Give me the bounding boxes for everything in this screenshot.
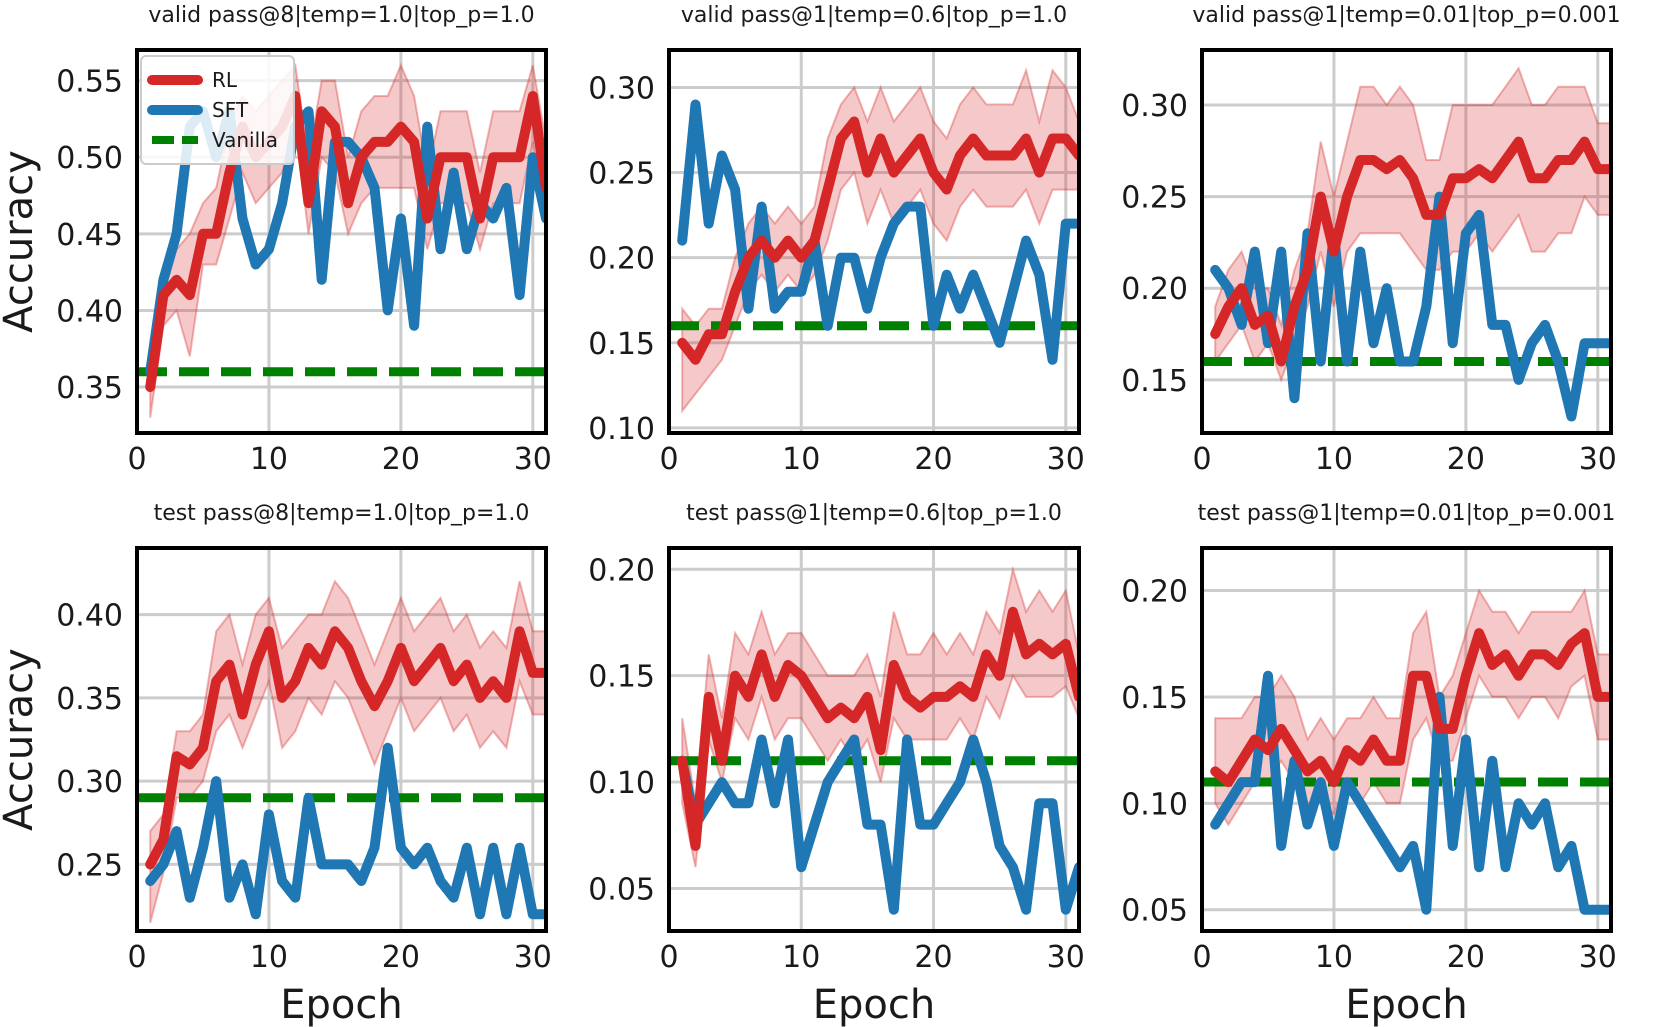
y-tick-label: 0.35 [56, 371, 123, 406]
sft-line [677, 99, 1079, 365]
rl-line [1210, 136, 1611, 367]
x-tick-label: 0 [659, 442, 678, 477]
x-tick-label: 30 [1047, 442, 1085, 477]
x-axis-label: Epoch [813, 982, 935, 1027]
y-tick-label: 0.20 [588, 553, 655, 588]
y-axis-label: Accuracy [0, 648, 42, 831]
x-tick-label: 20 [382, 442, 420, 477]
legend-label-vanilla: Vanilla [212, 128, 278, 152]
y-tick-label: 0.30 [1121, 89, 1188, 124]
y-tick-label: 0.40 [56, 599, 123, 634]
x-tick-label: 0 [1192, 442, 1211, 477]
x-tick-label: 0 [127, 940, 146, 975]
panel-2: 0 10 20 30 0.10 0.15 0.20 0.25 0.30 valid pass@1|… [588, 3, 1085, 477]
plot-area [669, 67, 1079, 414]
y-tick-label: 0.20 [588, 242, 655, 277]
y-tick-label: 0.15 [588, 660, 655, 695]
panel-4: 0 10 20 30 0.25 0.30 0.35 0.40 test pass@8|temp=… [0, 501, 552, 1027]
x-tick-label: 0 [659, 940, 678, 975]
sft-line [677, 734, 1079, 915]
y-tick-label: 0.40 [56, 294, 123, 329]
panel-5: 0 10 20 30 0.05 0.10 0.15 0.20 test pass@1|temp=… [588, 501, 1085, 1027]
y-tick-label: 0.15 [1121, 364, 1188, 399]
panel-title: valid pass@1|temp=0.01|top_p=0.001 [1192, 3, 1620, 28]
y-tick-label: 0.10 [1121, 787, 1188, 822]
plot-frame [135, 48, 548, 435]
y-tick-label: 0.20 [1121, 272, 1188, 307]
x-tick-label: 20 [1447, 442, 1485, 477]
x-tick-label: 20 [1447, 940, 1485, 975]
rl-line [1210, 628, 1611, 788]
plot-frame [667, 48, 1081, 435]
plot-frame [135, 546, 548, 933]
y-tick-label: 0.05 [1121, 894, 1188, 929]
legend: RL SFT Vanilla [140, 55, 295, 165]
panel-6: 0 10 20 30 0.05 0.10 0.15 0.20 test pass@1|temp=… [1121, 501, 1617, 1027]
plot-area [1202, 66, 1611, 422]
x-tick-label: 30 [514, 442, 552, 477]
y-axis-label: Accuracy [0, 150, 42, 333]
rl-line [677, 606, 1079, 851]
x-tick-label: 10 [782, 940, 820, 975]
legend-label-rl: RL [212, 68, 238, 92]
x-axis-label: Epoch [280, 982, 402, 1027]
y-tick-label: 0.30 [56, 765, 123, 800]
y-tick-label: 0.20 [1121, 575, 1188, 610]
plot-frame [1200, 48, 1613, 435]
x-tick-label: 30 [1579, 940, 1617, 975]
y-tick-label: 0.05 [588, 872, 655, 907]
x-tick-label: 30 [1579, 442, 1617, 477]
y-tick-label: 0.15 [588, 327, 655, 362]
panel-title: test pass@1|temp=0.6|top_p=1.0 [686, 501, 1062, 526]
y-tick-label: 0.45 [56, 218, 123, 253]
plot-frame [1200, 546, 1613, 933]
y-tick-label: 0.10 [588, 766, 655, 801]
plot-area [669, 565, 1079, 915]
x-tick-label: 20 [914, 442, 952, 477]
rl-line [145, 91, 546, 392]
rl-line [677, 116, 1079, 365]
y-tick-label: 0.35 [56, 682, 123, 717]
y-tick-label: 0.55 [56, 65, 123, 100]
panel-3: 0 10 20 30 0.15 0.20 0.25 0.30 valid pass@1|temp… [1121, 3, 1620, 477]
y-tick-label: 0.10 [588, 412, 655, 447]
x-tick-label: 20 [914, 940, 952, 975]
x-tick-label: 10 [782, 442, 820, 477]
y-tick-label: 0.50 [56, 141, 123, 176]
x-tick-label: 30 [514, 940, 552, 975]
x-tick-label: 0 [1192, 940, 1211, 975]
y-tick-label: 0.15 [1121, 681, 1188, 716]
x-tick-label: 10 [1315, 442, 1353, 477]
panel-title: test pass@1|temp=0.01|top_p=0.001 [1198, 501, 1616, 526]
legend-label-sft: SFT [212, 98, 249, 122]
x-tick-label: 10 [250, 940, 288, 975]
plot-frame [667, 546, 1081, 933]
y-tick-label: 0.25 [1121, 181, 1188, 216]
x-tick-label: 30 [1047, 940, 1085, 975]
panel-title: valid pass@1|temp=0.6|top_p=1.0 [681, 3, 1067, 28]
x-tick-label: 20 [382, 940, 420, 975]
x-tick-label: 10 [250, 442, 288, 477]
sft-line [1210, 670, 1611, 915]
y-tick-label: 0.25 [56, 848, 123, 883]
sft-line [1210, 191, 1611, 422]
x-tick-label: 10 [1315, 940, 1353, 975]
panel-title: test pass@8|temp=1.0|top_p=1.0 [154, 501, 530, 526]
x-axis-label: Epoch [1345, 982, 1467, 1027]
panel-title: valid pass@8|temp=1.0|top_p=1.0 [148, 3, 534, 28]
plot-area [1202, 587, 1611, 915]
x-tick-label: 0 [127, 442, 146, 477]
y-tick-label: 0.30 [588, 71, 655, 106]
plot-area [137, 579, 546, 923]
sft-line [145, 742, 546, 920]
y-tick-label: 0.25 [588, 157, 655, 192]
rl-line [145, 626, 546, 870]
